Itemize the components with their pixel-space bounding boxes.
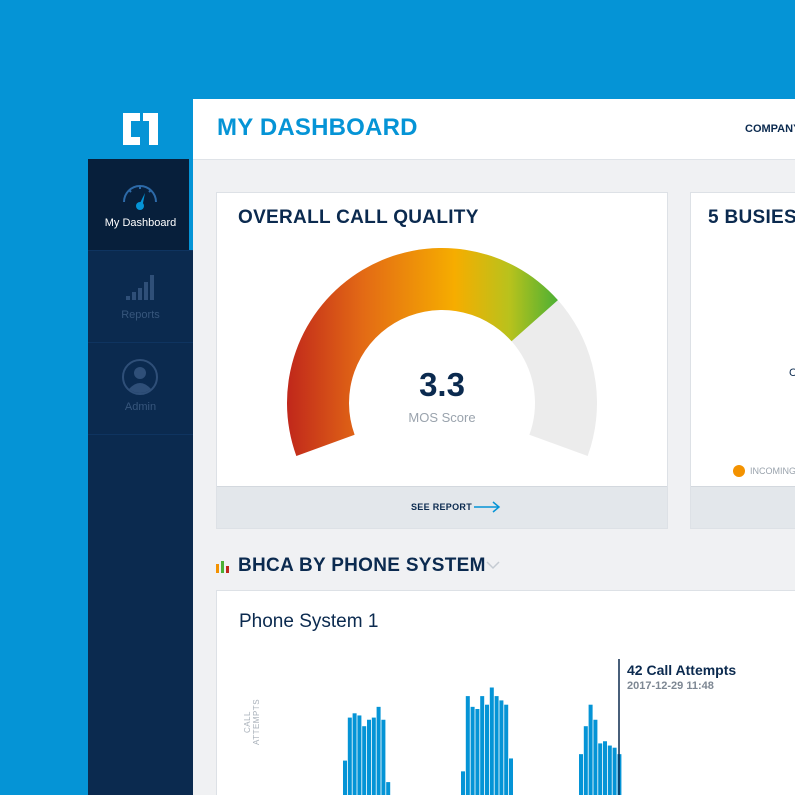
card-footer: SEE REPORT	[217, 486, 667, 528]
tooltip-time: 2017-12-29 11:48	[627, 680, 714, 692]
card-title: OVERALL CALL QUALITY	[238, 207, 479, 228]
chart-bar[interactable]	[347, 717, 352, 795]
chart-bar[interactable]	[352, 713, 357, 795]
sidebar-item-label: Admin	[124, 401, 157, 413]
chart-bar[interactable]	[362, 726, 367, 795]
chart-bar[interactable]	[480, 696, 485, 795]
chart-bar[interactable]	[357, 715, 362, 795]
sidebar-item-label: Reports	[121, 309, 160, 321]
sidebar-item-admin[interactable]: Admin	[88, 343, 193, 435]
chart-bar[interactable]	[381, 719, 386, 795]
card-footer	[691, 486, 795, 528]
logo[interactable]	[88, 99, 193, 159]
app-window: My Dashboard Reports Admin MY DASHBOARD …	[88, 99, 795, 795]
chart-title: Phone System 1	[239, 611, 379, 632]
speedometer-icon	[123, 185, 157, 210]
chart-bar[interactable]	[470, 706, 475, 795]
chart-bar[interactable]	[376, 706, 381, 795]
mos-gauge	[287, 247, 597, 457]
chart-bar[interactable]	[494, 696, 499, 795]
chart-axis-label: C	[789, 367, 795, 379]
section-title: BHCA BY PHONE SYSTEM	[238, 555, 486, 576]
page-title: MY DASHBOARD	[217, 114, 418, 141]
chart-bar[interactable]	[593, 719, 598, 795]
sidebar-item-my-dashboard[interactable]: My Dashboard	[88, 159, 193, 251]
mos-score-label: MOS Score	[408, 410, 476, 425]
tooltip-title: 42 Call Attempts	[627, 662, 737, 678]
bhca-chart-card: Phone System 1 CALL ATTEMPTS 42 Call Att…	[216, 590, 795, 795]
legend-swatch	[733, 465, 745, 477]
chart-bar[interactable]	[583, 726, 588, 795]
bar-chart-icon	[216, 561, 229, 573]
sidebar: My Dashboard Reports Admin	[88, 99, 193, 795]
chart-bar[interactable]	[598, 743, 603, 795]
chart-bar[interactable]	[386, 782, 391, 795]
chart-bar[interactable]	[612, 747, 617, 795]
chart-bar[interactable]	[607, 745, 612, 795]
bar-chart-icon	[126, 275, 154, 300]
chart-bar[interactable]	[475, 709, 480, 795]
chart-bar[interactable]	[504, 704, 509, 795]
see-report-link[interactable]: SEE REPORT	[411, 502, 473, 512]
logo-icon	[123, 113, 158, 145]
bhca-bar-chart[interactable]	[217, 591, 795, 795]
sidebar-item-label: My Dashboard	[104, 217, 177, 229]
top-header: MY DASHBOARD COMPANY	[193, 99, 795, 160]
user-icon	[122, 359, 158, 395]
chart-bar[interactable]	[603, 741, 607, 795]
chart-bar[interactable]	[343, 760, 347, 795]
chart-bar[interactable]	[465, 696, 470, 795]
arrow-right-icon[interactable]	[473, 500, 501, 514]
company-menu[interactable]: COMPANY	[745, 123, 795, 135]
chart-bar[interactable]	[509, 758, 513, 795]
chart-bar[interactable]	[489, 687, 494, 795]
chart-bar[interactable]	[371, 717, 376, 795]
call-quality-card: OVERALL CALL QUALITY 3.3 MOS Score SEE R…	[216, 192, 668, 529]
chart-bar[interactable]	[588, 704, 593, 795]
legend-label: INCOMING	[750, 466, 795, 476]
mos-score-value: 3.3	[419, 366, 465, 403]
chart-bar[interactable]	[499, 700, 504, 795]
chart-bar[interactable]	[485, 704, 489, 795]
sidebar-item-reports[interactable]: Reports	[88, 251, 193, 343]
chart-bar[interactable]	[579, 754, 583, 795]
chart-bar[interactable]	[461, 771, 465, 795]
chart-bar[interactable]	[367, 719, 371, 795]
busiest-card: 5 BUSIES C INCOMING	[690, 192, 795, 529]
card-title: 5 BUSIES	[708, 207, 795, 228]
chevron-down-icon[interactable]	[486, 560, 500, 570]
